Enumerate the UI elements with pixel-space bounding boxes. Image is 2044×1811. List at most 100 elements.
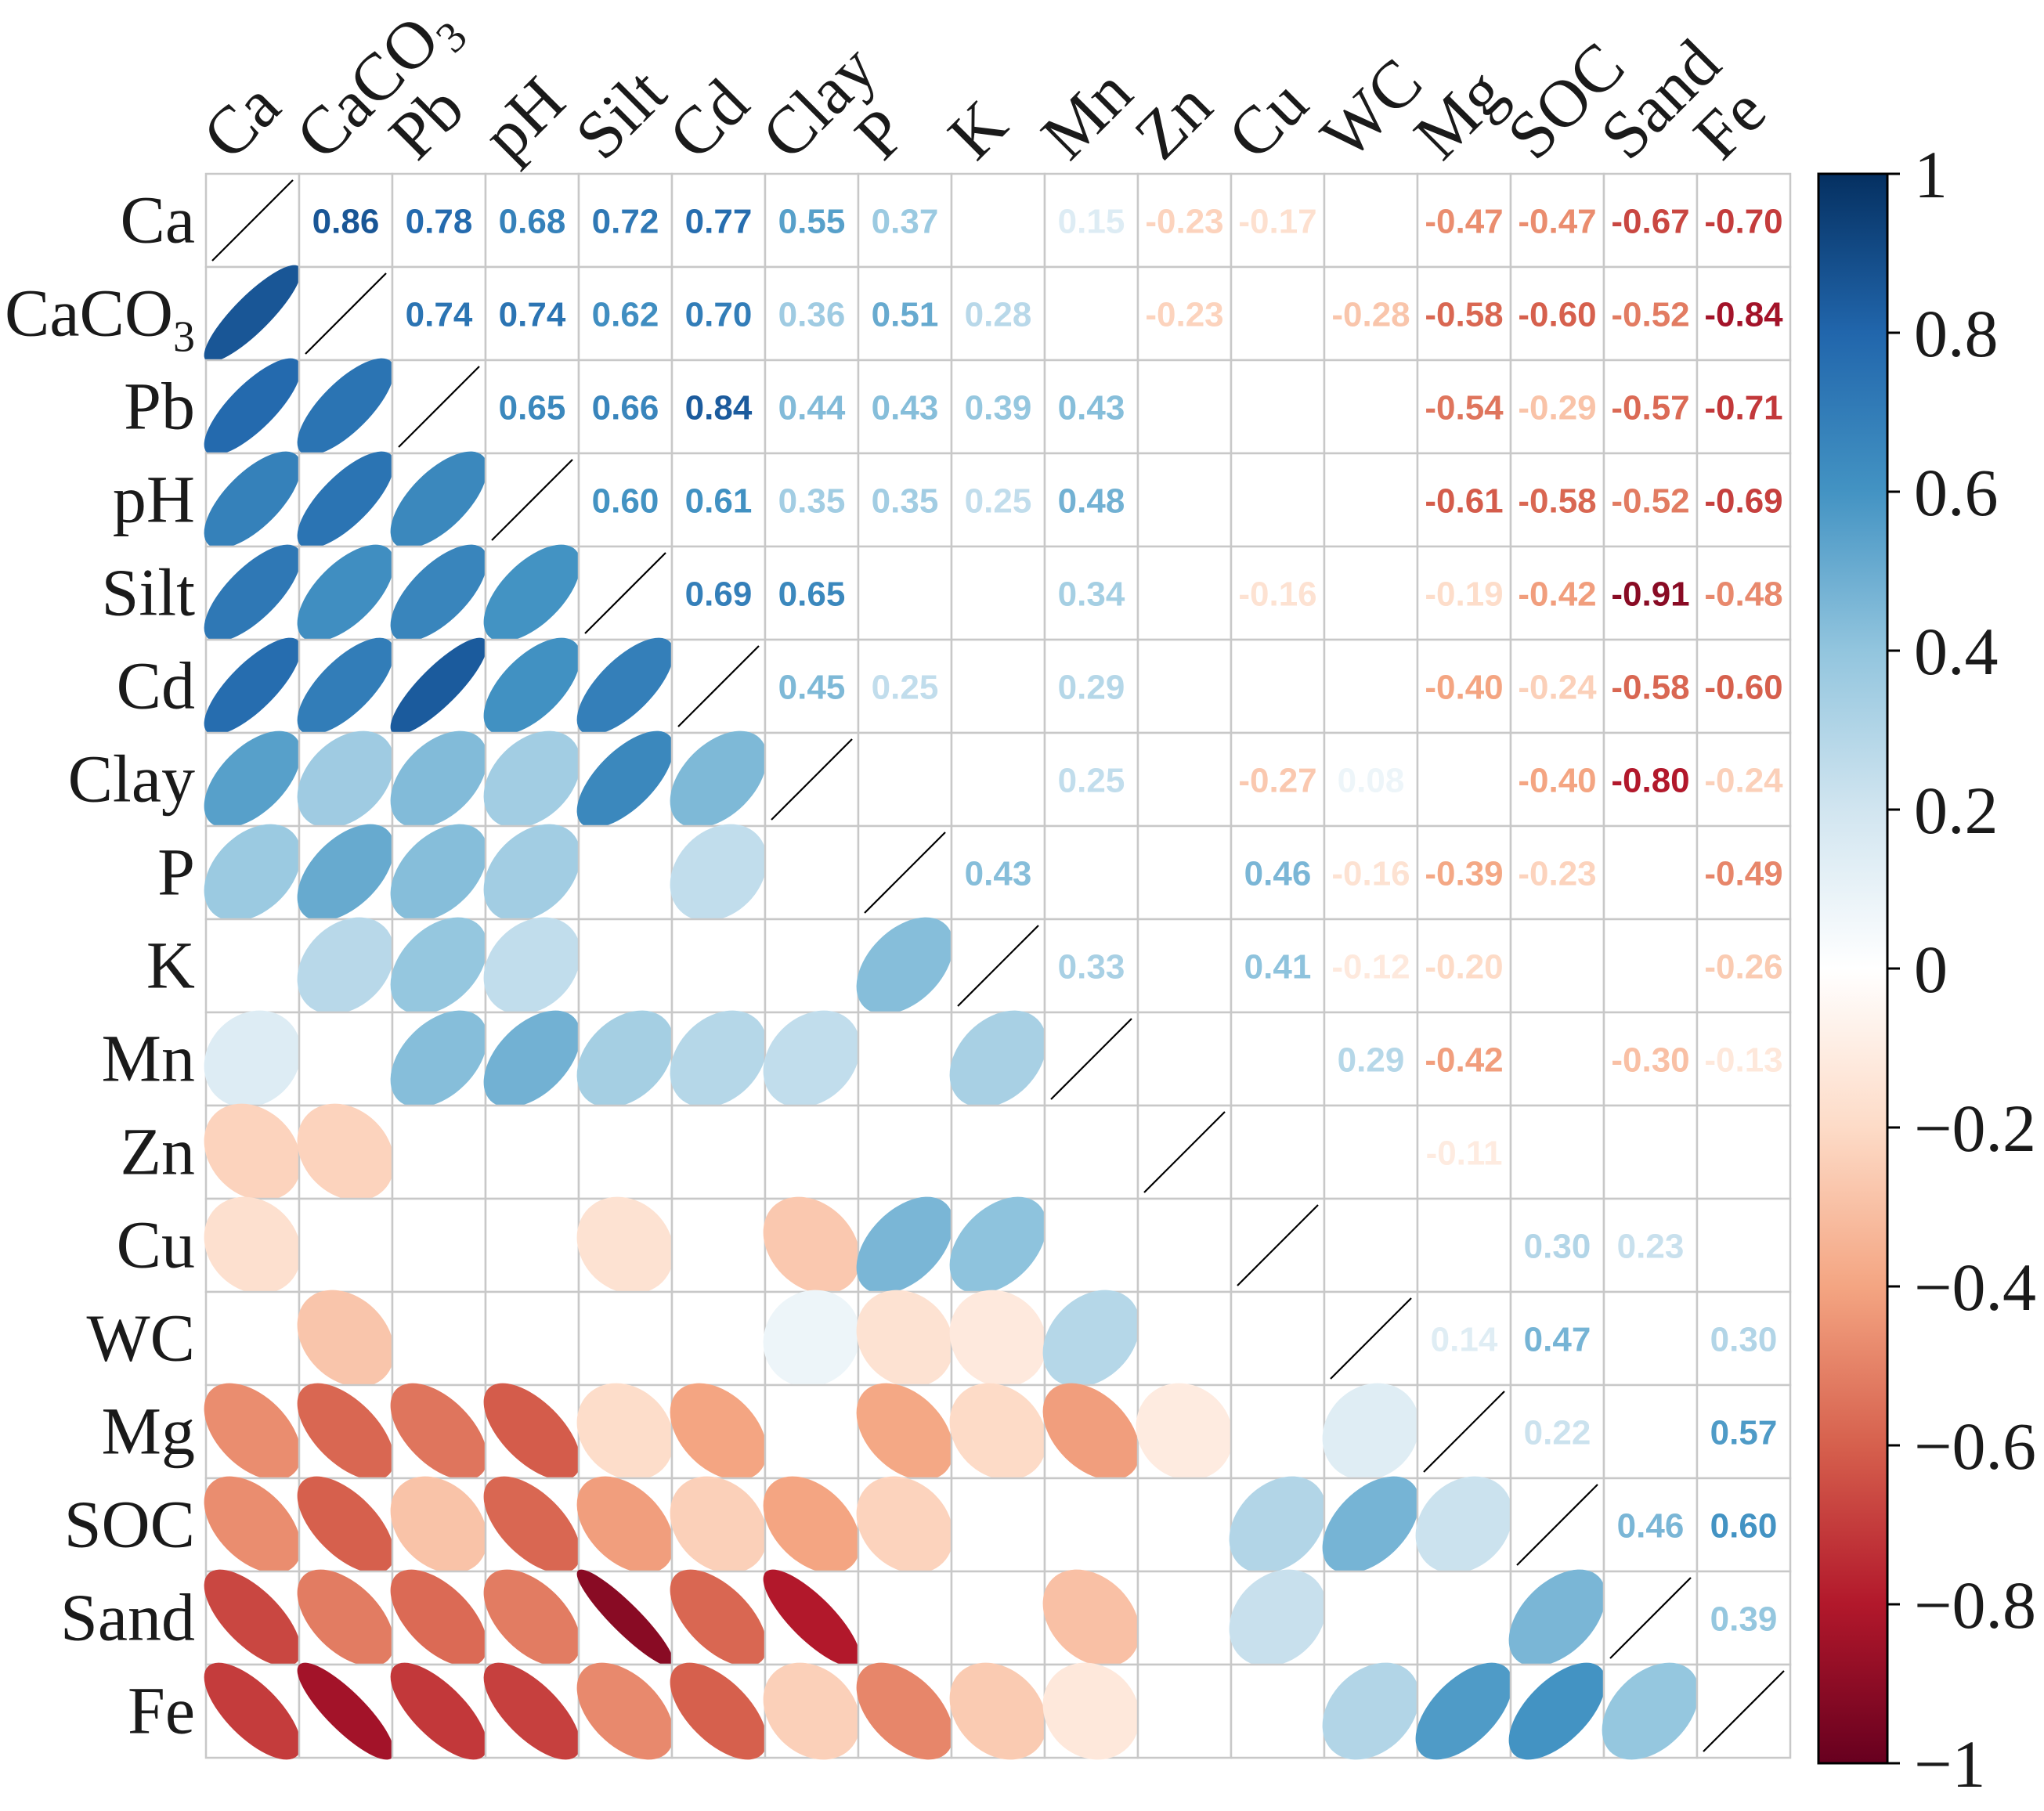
cell-zn-k — [950, 1104, 1046, 1200]
cell-clay-soc — [1509, 731, 1605, 828]
ellipse-soc-caco3 — [297, 1476, 395, 1574]
value-label-silt-clay: 0.65 — [778, 575, 846, 614]
ellipse-ph-caco3 — [297, 451, 395, 549]
cell-cd-p — [857, 638, 953, 734]
value-label-wc-soc: 0.47 — [1524, 1321, 1591, 1359]
cell-cu-cd — [670, 1197, 767, 1293]
value-label-k-mg: -0.20 — [1425, 948, 1503, 987]
ellipse-fe-soc — [1508, 1662, 1606, 1760]
cell-silt-p — [857, 545, 953, 641]
cell-silt-cd — [670, 545, 767, 641]
cell-sand-p — [857, 1570, 953, 1666]
cell-k-silt — [577, 918, 674, 1014]
cell-cu-mg — [1416, 1197, 1512, 1293]
ellipse-soc-mg — [1415, 1476, 1513, 1574]
value-label-cd-p: 0.25 — [872, 669, 939, 707]
cell-sand-mg — [1416, 1570, 1512, 1666]
value-label-clay-mn: 0.25 — [1058, 762, 1125, 800]
cell-caco3-cd — [670, 265, 767, 362]
cell-mn-wc — [1323, 1011, 1419, 1107]
ellipse-fe-silt — [576, 1662, 674, 1760]
cell-cd-soc — [1509, 638, 1605, 734]
ellipse-soc-silt — [576, 1476, 674, 1574]
value-label-ph-cd: 0.61 — [685, 482, 753, 521]
cell-silt-wc — [1323, 545, 1419, 641]
value-label-caco3-soc: -0.60 — [1518, 296, 1596, 334]
value-label-p-wc: -0.16 — [1331, 855, 1410, 893]
cell-mg-cu — [1230, 1384, 1326, 1480]
cell-soc-zn — [1136, 1477, 1233, 1573]
cell-zn-fe — [1696, 1104, 1792, 1200]
value-label-k-cu: 0.41 — [1244, 948, 1312, 987]
ellipse-sand-pb — [390, 1569, 488, 1667]
cell-p-silt — [577, 824, 674, 921]
cell-zn-p — [857, 1104, 953, 1200]
ellipse-ph-pb — [390, 451, 488, 549]
cell-k-wc — [1323, 918, 1419, 1014]
ellipse-fe-k — [949, 1662, 1047, 1760]
row-label-zn: Zn — [120, 1114, 195, 1189]
ellipse-k-p — [856, 917, 954, 1015]
cell-wc-pb — [391, 1290, 487, 1387]
ellipse-ph-ca — [204, 451, 302, 549]
cell-p-mg — [1416, 824, 1512, 921]
ellipse-p-ph — [483, 824, 581, 922]
value-label-silt-mn: 0.34 — [1058, 575, 1125, 614]
ellipse-fe-cd — [670, 1662, 767, 1760]
row-label-pb: Pb — [124, 369, 195, 444]
cell-sand-wc — [1323, 1570, 1419, 1666]
ellipse-cd-ca — [204, 637, 302, 735]
ellipse-fe-ph — [483, 1662, 581, 1760]
colorbar: 1 0.8 0.6 0.4 0.2 0 −0.2 −0.4 −0.6 −0.8 −1 — [1817, 137, 2036, 1802]
cell-wc-silt — [577, 1290, 674, 1387]
ellipse-clay-ca — [204, 731, 302, 828]
ellipse-fe-wc — [1322, 1662, 1420, 1760]
value-label-silt-mg: -0.19 — [1425, 575, 1503, 614]
value-label-zn-mg: -0.11 — [1426, 1135, 1503, 1173]
cell-wc-cu — [1230, 1290, 1326, 1387]
value-label-p-mg: -0.39 — [1425, 855, 1503, 893]
value-label-ca-mn: 0.15 — [1058, 203, 1125, 241]
ellipse-cu-ca — [204, 1196, 302, 1294]
cell-pb-zn — [1136, 359, 1233, 455]
ellipse-soc-clay — [763, 1476, 861, 1574]
cell-zn-ph — [484, 1104, 580, 1200]
cell-zn-cu — [1230, 1104, 1326, 1200]
ellipse-silt-ph — [483, 544, 581, 642]
value-label-caco3-cd: 0.70 — [685, 296, 753, 334]
ellipse-sand-clay — [763, 1569, 861, 1667]
ellipse-mn-cd — [670, 1010, 767, 1108]
cell-sand-k — [950, 1570, 1046, 1666]
ellipse-caco3-ca — [204, 265, 302, 363]
diagonal-line-pb — [398, 366, 480, 448]
ellipse-fe-mn — [1042, 1662, 1140, 1760]
cell-fe-zn — [1136, 1663, 1233, 1759]
value-label-pb-sand: -0.57 — [1611, 389, 1689, 427]
ellipse-mg-caco3 — [297, 1383, 395, 1481]
cell-p-mn — [1043, 824, 1139, 921]
value-label-ph-soc: -0.58 — [1518, 482, 1596, 521]
value-label-ca-cd: 0.77 — [685, 203, 753, 241]
cell-ca-caco3 — [298, 172, 394, 269]
row-label-p: P — [157, 835, 195, 910]
row-label-ph: pH — [113, 462, 195, 537]
cell-ca-fe — [1696, 172, 1792, 269]
cell-soc-fe — [1696, 1477, 1792, 1573]
column-label-k: K — [934, 86, 1021, 174]
cell-caco3-sand — [1602, 265, 1699, 362]
value-label-ph-clay: 0.35 — [778, 482, 846, 521]
cell-cu-fe — [1696, 1197, 1792, 1293]
cell-caco3-p — [857, 265, 953, 362]
cell-ca-soc — [1509, 172, 1605, 269]
value-label-caco3-pb: 0.74 — [406, 296, 473, 334]
ellipse-fe-ca — [204, 1662, 302, 1760]
cell-ph-fe — [1696, 452, 1792, 548]
row-label-mn: Mn — [102, 1021, 195, 1096]
value-label-cu-soc: 0.30 — [1524, 1228, 1591, 1266]
cell-soc-mn — [1043, 1477, 1139, 1573]
row-label-cd: Cd — [117, 648, 195, 723]
ellipse-clay-cd — [670, 731, 767, 828]
ellipse-soc-ca — [204, 1476, 302, 1574]
row-label-k: K — [146, 928, 195, 1003]
